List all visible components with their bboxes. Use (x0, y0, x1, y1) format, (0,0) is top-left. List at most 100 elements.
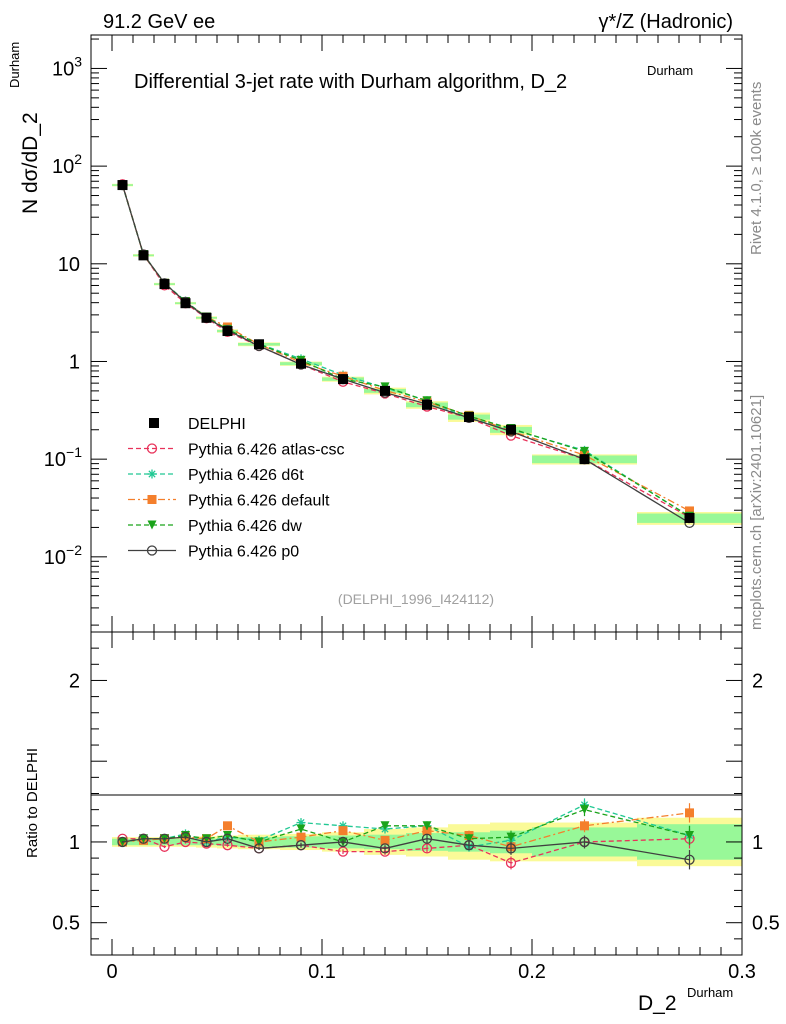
ratio-y-tick-label-right: 2 (752, 670, 763, 692)
x-tick-label: 0.2 (518, 961, 546, 983)
ratio-panel: 2 2 1 1 0.5 0.5 0 0.1 0.2 0.3 Ratio to DELPHI D_… (24, 631, 780, 1015)
x-axis-label-sup: Durham (687, 985, 733, 1000)
legend-item-d6t: Pythia 6.426 d6t (128, 467, 304, 484)
ratio-point-p0 (505, 843, 517, 854)
x-axis-label: D_2 (638, 992, 677, 1015)
series-point-default (685, 506, 694, 516)
x-tick-label: 0.3 (728, 961, 756, 983)
data-point-delphi (296, 358, 306, 369)
ratio-point-dw (685, 830, 694, 840)
data-point-delphi (338, 374, 348, 385)
ratio-point-p0 (159, 833, 170, 844)
data-point-delphi (159, 279, 170, 290)
ratio-point-p0 (253, 843, 265, 854)
ratio-point-atlas_csc (337, 846, 349, 857)
mcplots-label: mcplots.cern.ch [arXiv:2401.10621] (748, 395, 765, 630)
legend-label-p0: Pythia 6.426 p0 (188, 544, 299, 561)
ratio-point-dw (296, 824, 306, 834)
legend-label-d6t: Pythia 6.426 d6t (188, 467, 304, 484)
ratio-point-default (685, 808, 694, 818)
legend-marker-delphi (149, 418, 159, 428)
ratio-y-tick-label: 1 (69, 832, 80, 854)
y-axis-label-sup: Durham (7, 42, 22, 88)
ratio-point-atlas_csc (421, 843, 433, 854)
chart-title-text: Differential 3-jet rate with Durham algo… (134, 71, 567, 93)
series-line-atlas_csc (121, 184, 690, 518)
y-tick-label: 1 (69, 351, 80, 373)
ratio-point-default (380, 835, 390, 845)
ratio-point-atlas_csc (505, 857, 517, 869)
legend-marker-d6t-stroke (148, 470, 156, 478)
legend-item-delphi: DELPHI (149, 416, 246, 433)
ratio-point-default (223, 821, 232, 831)
main-frame (90, 34, 743, 633)
data-point-delphi (506, 424, 516, 435)
analysis-label: (DELPHI_1996_I424112) (338, 591, 494, 607)
y-tick-label: 103 (52, 53, 82, 80)
ratio-point-dw (223, 830, 232, 840)
ratio-point-p0 (421, 833, 433, 844)
chart-title-sup: Durham (647, 63, 693, 78)
data-point-delphi (464, 412, 474, 423)
legend-item-p0: Pythia 6.426 p0 (128, 544, 299, 561)
ratio-frame (90, 631, 743, 956)
y-tick-label: 10−2 (44, 542, 82, 569)
x-axis: 0 0.1 0.2 0.3 (106, 632, 756, 983)
ratio-point-default (580, 821, 589, 831)
data-point-delphi (684, 512, 695, 523)
data-point-delphi (201, 312, 212, 323)
ratio-point-p0 (295, 840, 307, 851)
y-tick-label: 10−1 (44, 444, 82, 471)
x-tick-label: 0 (106, 961, 117, 983)
data-point-delphi (117, 180, 128, 191)
ratio-point-default (338, 826, 348, 836)
legend-marker-d6t (147, 469, 157, 479)
ratio-y-tick-label-right: 1 (752, 832, 763, 854)
data-point-delphi (222, 326, 233, 337)
ratio-series-layer (117, 798, 695, 870)
ratio-y-axis: 2 2 1 1 0.5 0.5 (52, 647, 780, 940)
legend-item-dw: Pythia 6.426 dw (128, 518, 302, 535)
ratio-point-p0 (201, 836, 212, 848)
legend-marker-dw (147, 520, 157, 530)
x-axis-label-text: D_2 (638, 992, 677, 1015)
y-tick-label: 102 (52, 151, 82, 178)
ratio-y-axis-label: Ratio to DELPHI (24, 748, 41, 858)
series-point-dw (580, 446, 589, 456)
ratio-point-dw (202, 834, 211, 844)
y-axis-label-text: N dσ/dD_2 (19, 112, 42, 214)
x-tick-label: 0.1 (308, 961, 336, 983)
ratio-point-dw (380, 821, 390, 831)
y-tick-label: 10 (58, 254, 80, 276)
ratio-y-axis-label-text: Ratio to DELPHI (24, 748, 41, 858)
ratio-point-default (422, 826, 432, 836)
header-right: γ*/Z (Hadronic) (599, 11, 733, 33)
ratio-point-dw (506, 832, 516, 842)
ratio-point-dw (422, 821, 432, 831)
data-point-delphi (180, 298, 191, 309)
ratio-y-tick-label: 2 (69, 670, 80, 692)
data-point-delphi (254, 339, 264, 350)
ratio-point-dw (464, 834, 474, 844)
ratio-point-default (296, 832, 306, 842)
main-x-ticks (111, 35, 743, 632)
legend-label-atlas_csc: Pythia 6.426 atlas-csc (188, 442, 345, 459)
legend-label-dw: Pythia 6.426 dw (188, 518, 302, 535)
chart-title: Differential 3-jet rate with Durham algo… (134, 71, 567, 93)
legend-label-default: Pythia 6.426 default (188, 493, 330, 510)
header-left: 91.2 GeV ee (103, 11, 215, 33)
data-point-delphi (380, 385, 390, 396)
y-axis-label: N dσ/dD_2 (19, 112, 42, 214)
data-point-delphi (579, 454, 590, 465)
ratio-point-p0 (180, 831, 191, 843)
legend-marker-p0 (146, 545, 158, 556)
ratio-point-p0 (684, 854, 695, 865)
legend-item-default: Pythia 6.426 default (128, 493, 330, 510)
ratio-point-p0 (337, 836, 349, 848)
ratio-point-p0 (379, 843, 391, 854)
ratio-y-tick-label-right: 0.5 (752, 913, 780, 935)
legend-label-delphi: DELPHI (188, 416, 246, 433)
ratio-point-p0 (117, 836, 128, 848)
